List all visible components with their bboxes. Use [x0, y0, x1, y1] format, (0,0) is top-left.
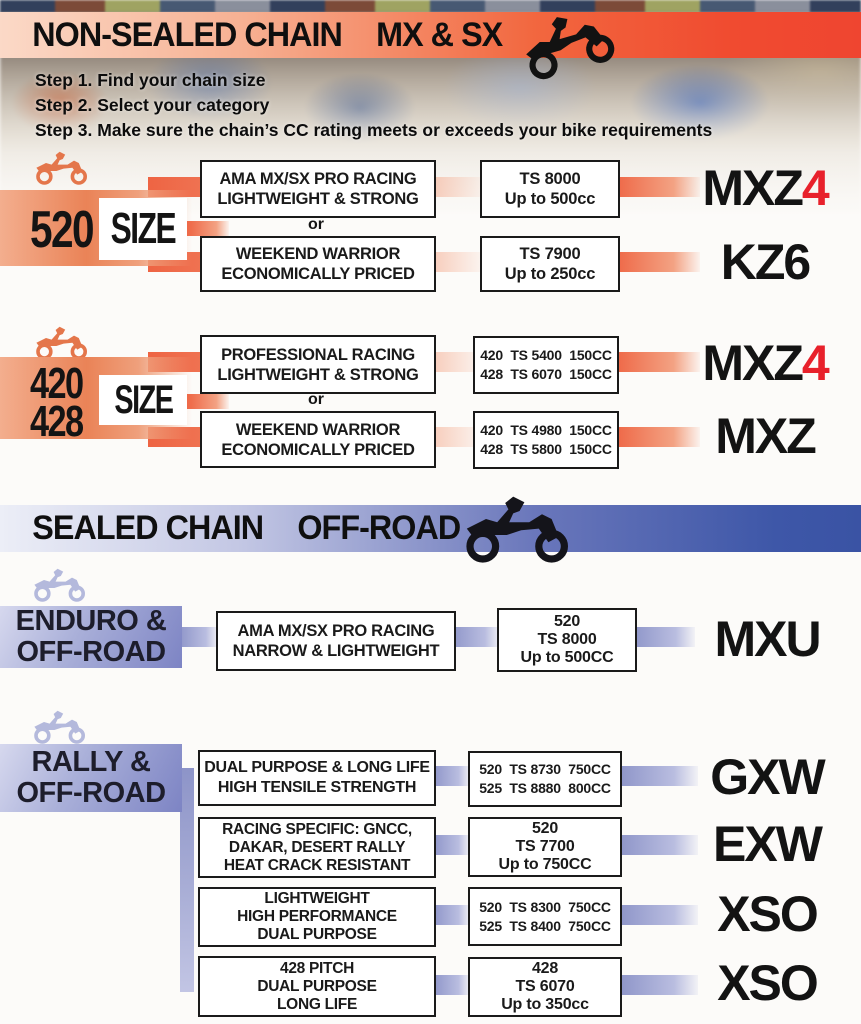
instruction-steps: Step 1. Find your chain size Step 2. Sel…: [35, 68, 712, 143]
spec-box: 420 TS 5400 150CC 428 TS 6070 150CC: [473, 336, 619, 394]
dirt-bike-icon-rally: [32, 704, 88, 748]
model-name: MXZ: [715, 408, 817, 464]
category-box: DUAL PURPOSE & LONG LIFE HIGH TENSILE ST…: [198, 750, 436, 806]
size-word-box-520: SIZE: [99, 198, 187, 260]
rally-offroad-band: RALLY & OFF-ROAD: [0, 744, 182, 812]
model-name: GXW: [710, 749, 825, 805]
connector: [612, 177, 700, 197]
vertical-connector-rail: [180, 768, 194, 992]
connector: [432, 835, 470, 855]
connector: [618, 766, 698, 786]
dirt-bike-icon-enduro: [32, 562, 88, 606]
connector: [432, 975, 470, 995]
connector: [618, 975, 698, 995]
connector: [612, 352, 700, 372]
connector: [432, 905, 470, 925]
connector: [432, 766, 470, 786]
category-box: WEEKEND WARRIOR ECONOMICALLY PRICED: [200, 411, 436, 468]
connector: [187, 221, 229, 236]
sealed-header-bar: SEALED CHAIN OFF-ROAD: [0, 505, 861, 552]
spec-box: 520 TS 7700 Up to 750CC: [468, 817, 622, 877]
spec-box: 420 TS 4980 150CC 428 TS 5800 150CC: [473, 411, 619, 469]
sealed-header-title: SEALED CHAIN OFF-ROAD: [0, 505, 818, 552]
connector: [618, 905, 698, 925]
connector: [612, 427, 700, 447]
connector: [618, 835, 698, 855]
sealed-title-text: SEALED CHAIN: [32, 509, 264, 547]
spec-box: TS 7900 Up to 250cc: [480, 236, 620, 292]
model-name: MXZ4: [702, 335, 829, 391]
category-box: PROFESSIONAL RACING LIGHTWEIGHT & STRONG: [200, 335, 436, 394]
or-label: or: [308, 391, 324, 408]
size-label-428: 428: [30, 397, 84, 446]
connector: [450, 627, 500, 647]
off-road-bike-icon: [462, 484, 574, 570]
size-word-label: SIZE: [110, 204, 177, 253]
category-box: 428 PITCH DUAL PURPOSE LONG LIFE: [198, 956, 436, 1017]
category-box: AMA MX/SX PRO RACING NARROW & LIGHTWEIGH…: [216, 611, 456, 671]
category-box: RACING SPECIFIC: GNCC, DAKAR, DESERT RAL…: [198, 817, 436, 878]
connector: [187, 394, 229, 409]
model-name: EXW: [713, 816, 823, 872]
dirt-bike-icon-520: [34, 145, 90, 189]
category-box: WEEKEND WARRIOR ECONOMICALLY PRICED: [200, 236, 436, 292]
category-box: LIGHTWEIGHT HIGH PERFORMANCE DUAL PURPOS…: [198, 887, 436, 947]
sealed-category-tag: OFF-ROAD: [297, 509, 461, 547]
size-word-box-420: SIZE: [99, 375, 187, 425]
connector: [178, 627, 218, 647]
step-1: Step 1. Find your chain size: [35, 70, 266, 90]
spec-box: 520 TS 8000 Up to 500CC: [497, 608, 637, 672]
spec-box: 428 TS 6070 Up to 350cc: [468, 957, 622, 1017]
model-name: XSO: [717, 955, 819, 1011]
spec-box: 520 TS 8300 750CC 525 TS 8400 750CC: [468, 887, 622, 946]
size-label-420: 420: [30, 359, 84, 408]
connector: [631, 627, 695, 647]
step-3: Step 3. Make sure the chain’s CC rating …: [35, 120, 713, 140]
photo-collage-strip: [0, 0, 861, 13]
or-label: or: [308, 216, 324, 233]
model-name: XSO: [717, 886, 819, 942]
non-sealed-title-text: NON-SEALED CHAIN: [32, 15, 343, 54]
non-sealed-header-title: NON-SEALED CHAIN MX & SX: [0, 12, 818, 58]
spec-box: TS 8000 Up to 500cc: [480, 160, 620, 218]
size-label-520: 520: [30, 201, 95, 259]
non-sealed-header-bar: NON-SEALED CHAIN MX & SX: [0, 12, 861, 58]
step-2: Step 2. Select your category: [35, 95, 270, 115]
model-name: MXU: [714, 611, 821, 667]
enduro-offroad-band: ENDURO & OFF-ROAD: [0, 606, 182, 668]
size-word-label: SIZE: [113, 377, 174, 422]
spec-box: 520 TS 8730 750CC 525 TS 8880 800CC: [468, 751, 622, 807]
non-sealed-category-tag: MX & SX: [376, 15, 503, 54]
model-name: MXZ4: [702, 160, 829, 216]
category-box: AMA MX/SX PRO RACING LIGHTWEIGHT & STRON…: [200, 160, 436, 218]
connector: [612, 252, 700, 272]
model-name: KZ6: [720, 234, 811, 290]
